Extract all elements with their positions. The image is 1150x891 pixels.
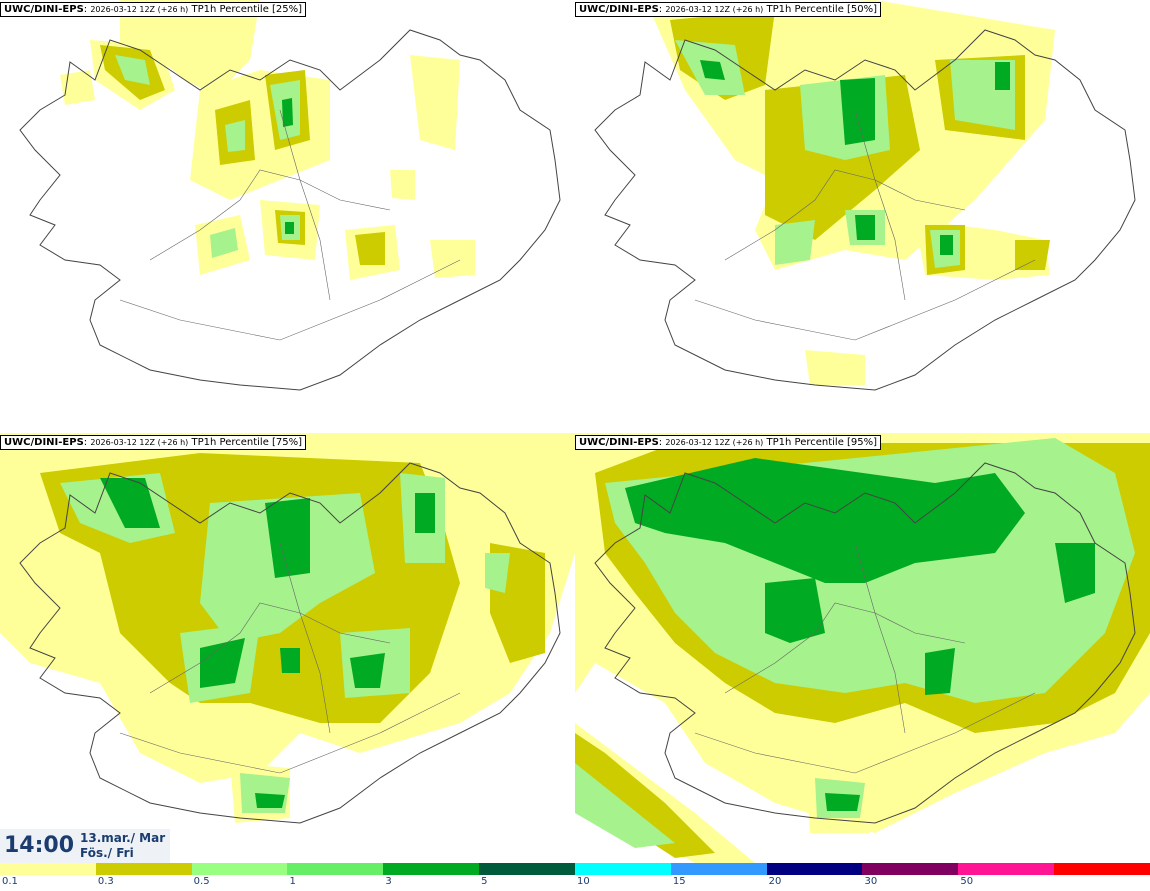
colorbar-tick-label: 15: [672, 876, 686, 887]
colorbar-tick-label: 0.3: [97, 876, 114, 887]
colorbar-segment: [1054, 863, 1150, 875]
precip-map-p95: [575, 433, 1150, 863]
panel-title: UWC/DINI-EPS: 2026-03-12 12Z (+26 h) TP1…: [0, 2, 307, 17]
colorbar-segment: [958, 863, 1055, 875]
map-roads: [694, 542, 1036, 774]
iceland-coastline: [19, 462, 561, 824]
colorbar-segment: [383, 863, 480, 875]
colorbar-segment: [862, 863, 959, 875]
colorbar-segment: [479, 863, 575, 875]
map-roads: [119, 109, 461, 341]
colorbar-tick-label: 0.5: [193, 876, 210, 887]
valid-date: 13.mar./ Mar: [80, 831, 166, 845]
valid-day: Fös./ Fri: [80, 846, 134, 860]
map-roads: [694, 109, 1036, 341]
precip-fields: [575, 433, 1150, 863]
panel-title: UWC/DINI-EPS: 2026-03-12 12Z (+26 h) TP1…: [0, 435, 307, 450]
colorbar: [0, 863, 1150, 875]
colorbar-tick-label: 3: [385, 876, 392, 887]
map-panel-p75: UWC/DINI-EPS: 2026-03-12 12Z (+26 h) TP1…: [0, 433, 575, 863]
colorbar-tick-label: 10: [577, 876, 590, 887]
map-panel-p95: UWC/DINI-EPS: 2026-03-12 12Z (+26 h) TP1…: [575, 433, 1150, 863]
map-panel-p50: UWC/DINI-EPS: 2026-03-12 12Z (+26 h) TP1…: [575, 0, 1150, 430]
precip-fields: [60, 0, 475, 280]
precip-map-p75: [0, 433, 575, 824]
iceland-coastline: [19, 29, 561, 391]
colorbar-segment: [574, 863, 671, 875]
precip-map-p25: [19, 0, 561, 391]
precip-fields: [650, 0, 1055, 385]
colorbar-segment: [670, 863, 767, 875]
colorbar-tick-label: 5: [481, 876, 488, 887]
iceland-coastline: [594, 29, 1136, 391]
map-panel-p25: UWC/DINI-EPS: 2026-03-12 12Z (+26 h) TP1…: [0, 0, 575, 430]
colorbar-segment: [95, 863, 192, 875]
colorbar-segment: [0, 863, 96, 875]
map-roads: [119, 542, 461, 774]
colorbar-segment: [191, 863, 288, 875]
colorbar-tick-label: 0.1: [2, 876, 18, 887]
panel-title: UWC/DINI-EPS: 2026-03-12 12Z (+26 h) TP1…: [575, 2, 882, 17]
colorbar-tick-label: 50: [960, 876, 974, 887]
valid-time-box: 14:00 13.mar./ Mar Fös./ Fri: [0, 829, 170, 863]
precip-fields: [0, 433, 575, 823]
iceland-coastline: [594, 462, 1136, 824]
colorbar-labels: 0.1 0.3 0.5 1 3 5 10 15 20 30 50: [0, 876, 1150, 890]
precip-map-p50: [594, 0, 1136, 391]
colorbar-tick-label: 30: [864, 876, 878, 887]
valid-time: 14:00: [4, 833, 75, 858]
colorbar-tick-label: 20: [768, 876, 782, 887]
colorbar-tick-label: 1: [289, 876, 296, 887]
panel-title: UWC/DINI-EPS: 2026-03-12 12Z (+26 h) TP1…: [575, 435, 882, 450]
colorbar-segment: [287, 863, 384, 875]
colorbar-segment: [766, 863, 863, 875]
